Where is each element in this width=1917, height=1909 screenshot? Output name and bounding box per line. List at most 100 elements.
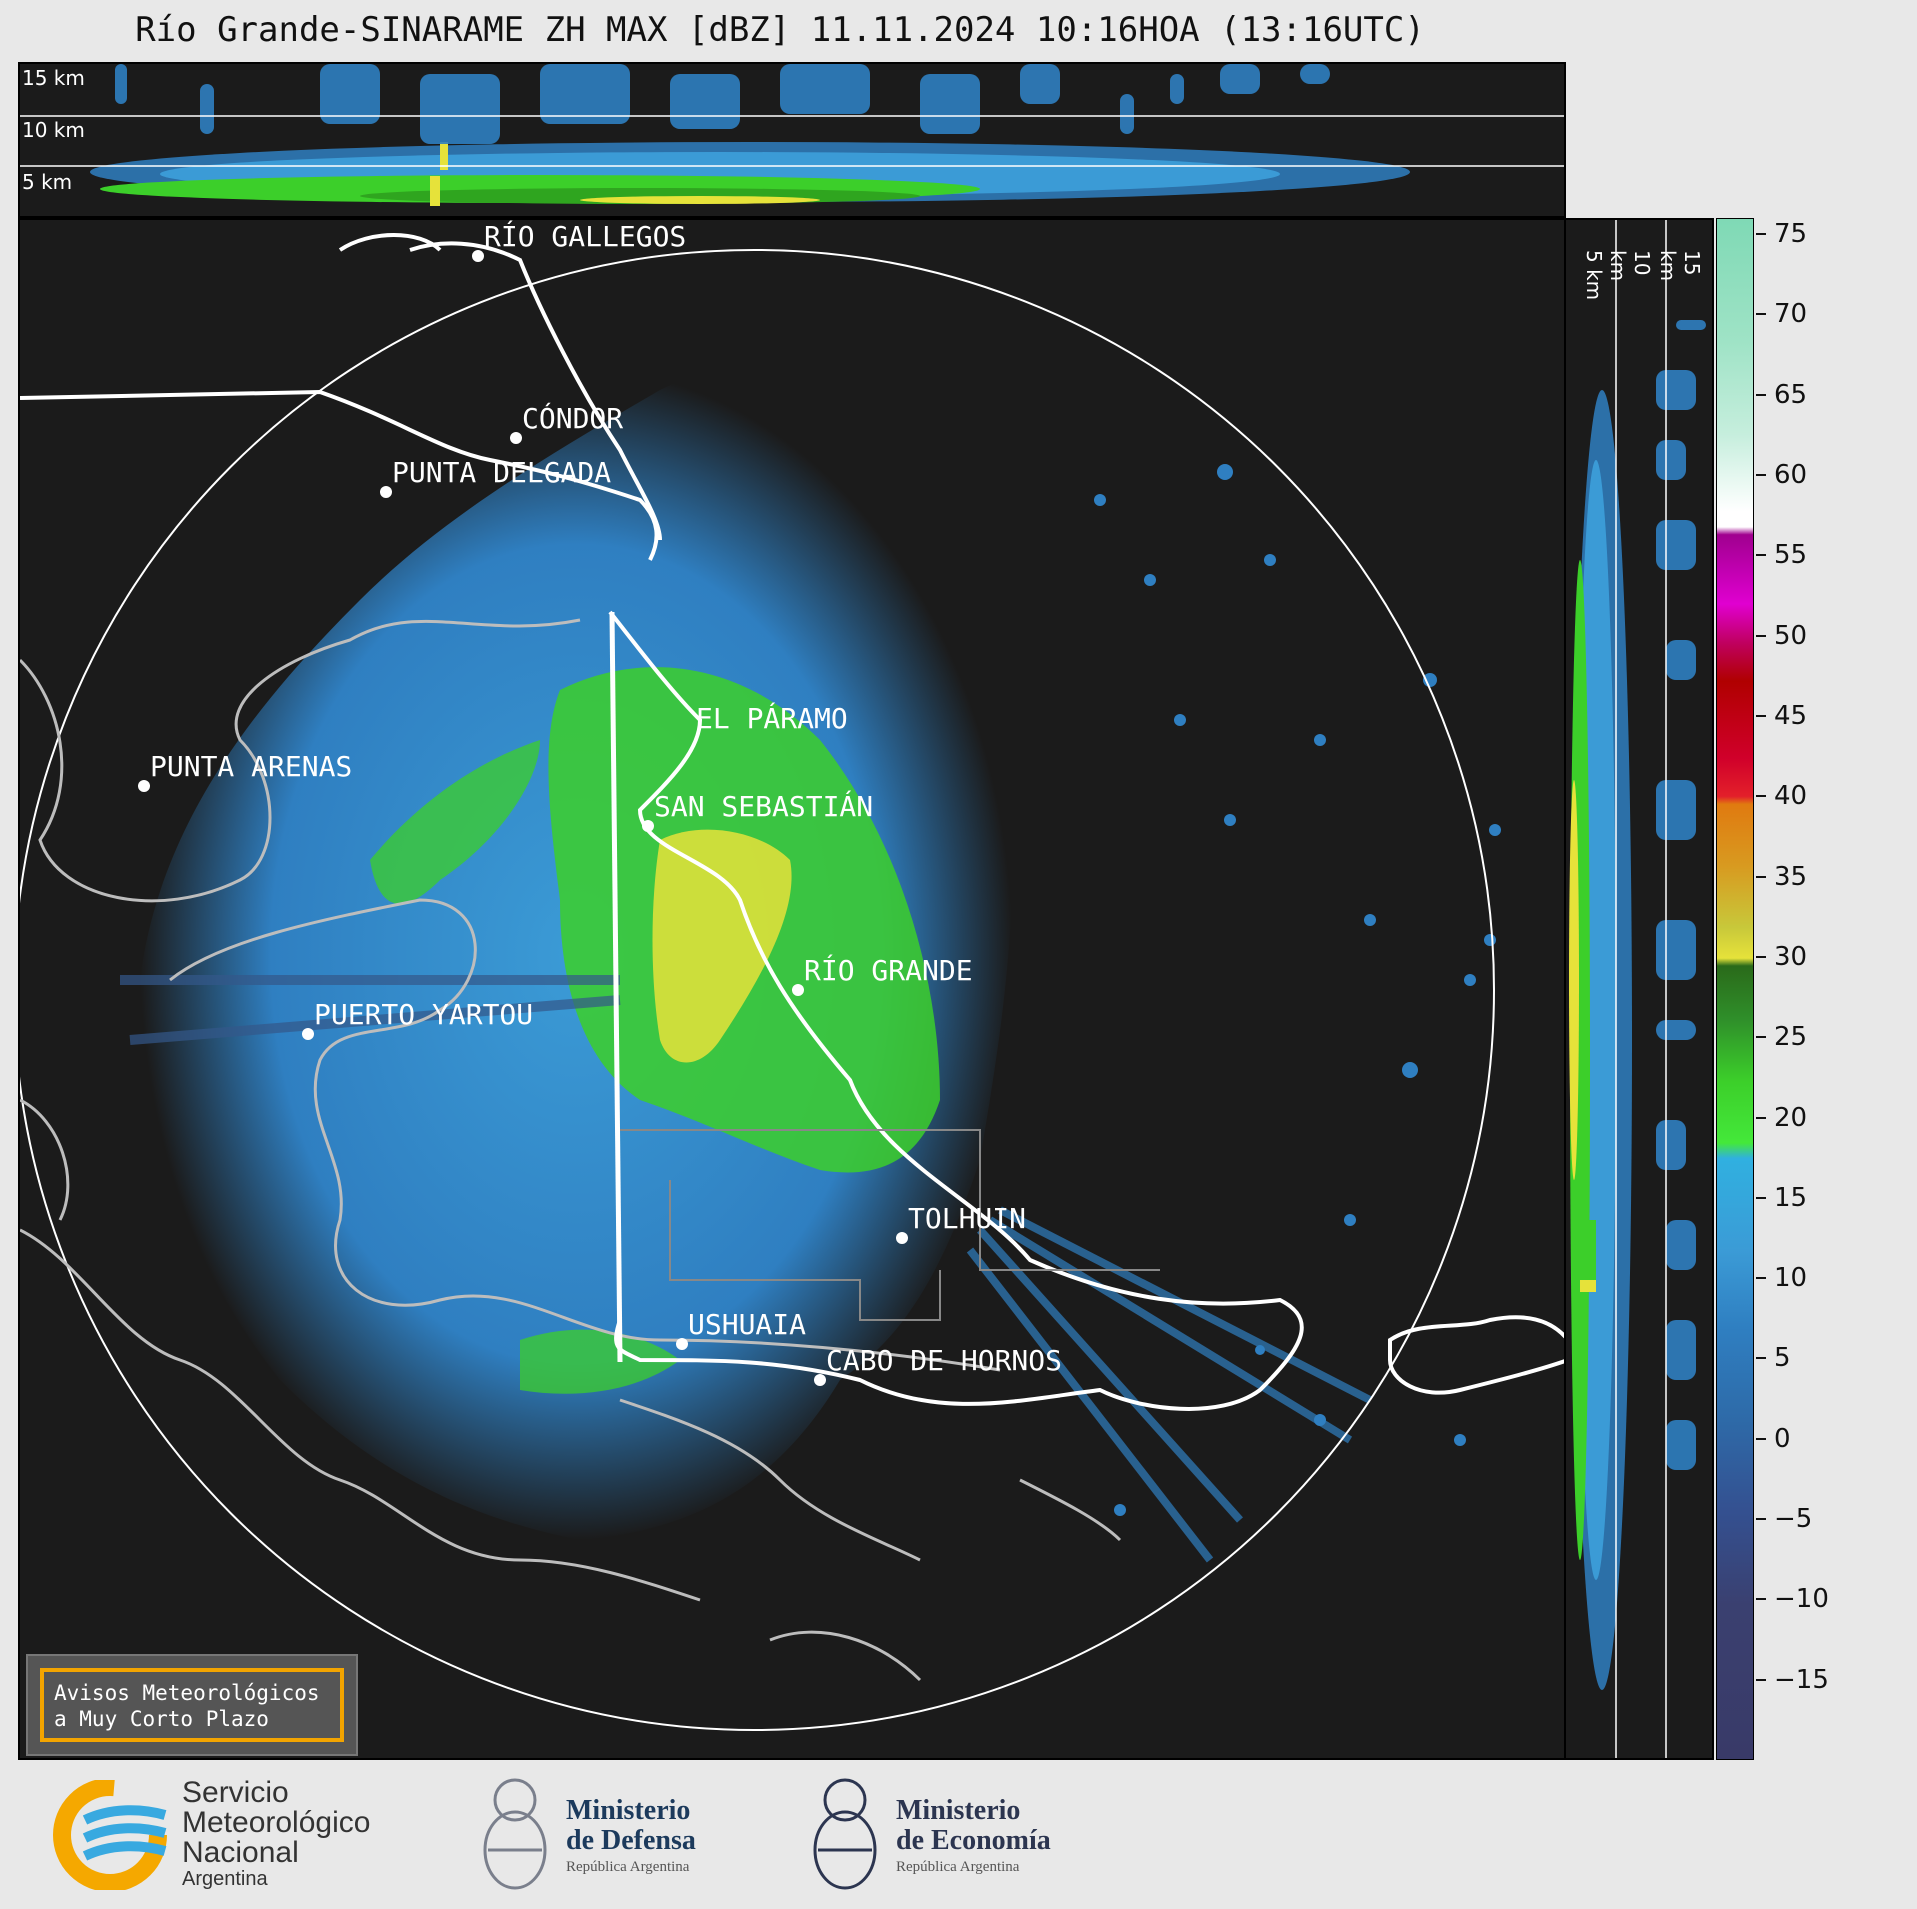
- colorbar-tick-label: 75: [1774, 219, 1808, 250]
- scattered-cells: [1094, 464, 1501, 1516]
- colorbar-tick: [1756, 1357, 1766, 1360]
- colorbar-tick-label: 45: [1774, 700, 1808, 731]
- radar-spokes: [966, 1206, 1372, 1563]
- smn-line1: Servicio: [182, 1776, 289, 1809]
- colorbar-tick-label: 65: [1774, 379, 1808, 410]
- colorbar-tick-label: 55: [1774, 540, 1808, 571]
- city-dot-puerto-yartou[interactable]: [302, 1028, 314, 1040]
- colorbar-tick: [1756, 1437, 1766, 1440]
- radar-map[interactable]: RÍO GALLEGOS CÓNDOR PUNTA DELGADA EL PÁR…: [18, 218, 1566, 1760]
- colorbar-tick-label: 0: [1774, 1423, 1791, 1454]
- smn-logo: [50, 1778, 180, 1892]
- colorbar-tick: [1756, 313, 1766, 316]
- city-dot-condor[interactable]: [510, 432, 522, 444]
- map-title: Río Grande-SINARAME ZH MAX [dBZ] 11.11.2…: [135, 10, 1425, 50]
- city-label-san-sebastian: SAN SEBASTIÁN: [654, 790, 874, 823]
- city-label-ushuaia: USHUAIA: [688, 1308, 807, 1341]
- colorbar-tick: [1756, 393, 1766, 396]
- city-dot-punta-arenas[interactable]: [138, 780, 150, 792]
- economia-shield-icon: [800, 1762, 890, 1900]
- colorbar-tick-label: −15: [1774, 1664, 1829, 1695]
- colorbar-tick-label: 10: [1774, 1263, 1808, 1294]
- city-label-punta-delgada: PUNTA DELGADA: [392, 456, 612, 489]
- top-profile-graphic: [20, 64, 1564, 206]
- colorbar-tick: [1756, 955, 1766, 958]
- city-dot-punta-delgada[interactable]: [380, 486, 392, 498]
- defensa-line3: República Argentina: [566, 1859, 690, 1875]
- smn-name: Servicio Meteorológico Nacional Argentin…: [182, 1776, 371, 1891]
- moderate-echo-west: [370, 740, 540, 904]
- smn-line4: Argentina: [182, 1868, 268, 1890]
- colorbar-tick: [1756, 1036, 1766, 1039]
- colorbar-tick-label: 25: [1774, 1022, 1808, 1053]
- colorbar-tick: [1756, 714, 1766, 717]
- colorbar-tick: [1756, 795, 1766, 798]
- side-profile-graphic: [1569, 220, 1706, 1758]
- top-label-5km: 5 km: [22, 170, 73, 194]
- economia-line3: República Argentina: [896, 1859, 1020, 1875]
- avisos-line1: Avisos Meteorológicos: [54, 1681, 320, 1705]
- colorbar-tick: [1756, 634, 1766, 637]
- side-label-10km: 10 km: [1606, 250, 1654, 282]
- city-label-el-paramo: EL PÁRAMO: [696, 702, 848, 735]
- colorbar-tick-label: 5: [1774, 1343, 1791, 1374]
- defensa-shield-icon: [470, 1762, 560, 1900]
- avisos-label: Avisos Meteorológicos a Muy Corto Plazo: [40, 1668, 344, 1742]
- colorbar-tick-label: 40: [1774, 781, 1808, 812]
- side-label-15km: 15 km: [1656, 250, 1704, 282]
- moderate-echo-south: [520, 1329, 680, 1394]
- city-label-puerto-yartou: PUERTO YARTOU: [314, 998, 534, 1031]
- avisos-box[interactable]: Avisos Meteorológicos a Muy Corto Plazo: [26, 1654, 358, 1756]
- smn-line2: Meteorológico: [182, 1806, 371, 1839]
- coastlines: [20, 618, 1122, 1682]
- city-dot-rio-gallegos[interactable]: [472, 250, 484, 262]
- isla-de-los-estados: [1388, 1315, 1564, 1395]
- colorbar-tick-label: 60: [1774, 460, 1808, 490]
- colorbar-tick-label: 50: [1774, 620, 1808, 651]
- radar-graphic: [20, 233, 1564, 1731]
- colorbar-tick: [1756, 233, 1766, 236]
- economia-line2: de Economía: [896, 1825, 1051, 1856]
- colorbar-tick-label: 35: [1774, 861, 1808, 892]
- city-dot-tolhuin[interactable]: [896, 1232, 908, 1244]
- top-label-10km: 10 km: [22, 118, 85, 142]
- avisos-line2: a Muy Corto Plazo: [54, 1707, 269, 1731]
- defensa-line1: Ministerio: [566, 1795, 691, 1826]
- colorbar-tick-label: 20: [1774, 1102, 1808, 1133]
- city-label-cabo-de-hornos: CABO DE HORNOS: [826, 1344, 1063, 1377]
- smn-line3: Nacional: [182, 1836, 299, 1869]
- colorbar-tick: [1756, 1518, 1766, 1521]
- defensa-name: Ministerio de Defensa República Argentin…: [566, 1796, 696, 1878]
- city-label-rio-grande: RÍO GRANDE: [804, 954, 973, 987]
- colorbar-tick: [1756, 1277, 1766, 1280]
- range-ring: [20, 249, 1495, 1731]
- side-height-profile: 5 km 10 km 15 km: [1564, 218, 1714, 1760]
- top-label-15km: 15 km: [22, 66, 85, 90]
- borders: [20, 233, 1304, 1411]
- colorbar-tick: [1756, 1678, 1766, 1681]
- colorbar-tick-label: −5: [1774, 1504, 1813, 1535]
- city-dot-san-sebastian[interactable]: [642, 820, 654, 832]
- colorbar-tick-label: 70: [1774, 299, 1808, 330]
- city-dot-cabo-de-hornos[interactable]: [814, 1374, 826, 1386]
- colorbar-tick: [1756, 1598, 1766, 1601]
- colorbar-tick: [1756, 875, 1766, 878]
- colorbar-tick-label: 15: [1774, 1182, 1808, 1213]
- colorbar-tick: [1756, 554, 1766, 557]
- city-label-punta-arenas: PUNTA ARENAS: [150, 750, 353, 783]
- province-boundary: [620, 1129, 1160, 1321]
- side-label-5km: 5 km: [1582, 250, 1606, 301]
- city-dot-ushuaia[interactable]: [676, 1338, 688, 1350]
- city-dot-rio-grande[interactable]: [792, 984, 804, 996]
- top-height-profile: 15 km 10 km 5 km: [18, 62, 1566, 218]
- colorbar-tick: [1756, 1116, 1766, 1119]
- defensa-line2: de Defensa: [566, 1825, 696, 1856]
- city-label-condor: CÓNDOR: [522, 402, 624, 435]
- strong-echo-area: [652, 829, 792, 1063]
- economia-name: Ministerio de Economía República Argenti…: [896, 1796, 1051, 1878]
- economia-line1: Ministerio: [896, 1795, 1021, 1826]
- colorbar-tick-label: −10: [1774, 1584, 1829, 1615]
- colorbar-tick-label: 30: [1774, 941, 1808, 972]
- smn-logo-icon: [53, 1778, 167, 1892]
- city-label-tolhuin: TOLHUIN: [908, 1202, 1027, 1235]
